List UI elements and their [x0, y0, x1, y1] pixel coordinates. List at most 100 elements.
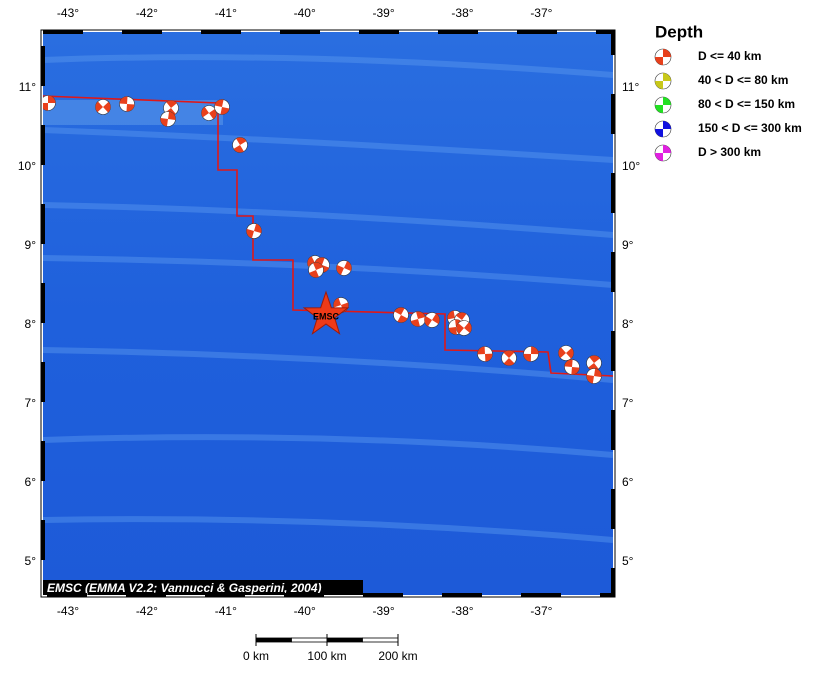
scale-segment [326, 637, 363, 643]
y-label-left: 7° [25, 396, 37, 410]
y-label-right: 7° [622, 396, 634, 410]
ball-quadrant [209, 108, 217, 120]
y-label-left: 6° [25, 475, 37, 489]
ball-quadrant [43, 103, 48, 111]
ball-quadrant [220, 107, 230, 115]
scale-segment [291, 637, 328, 643]
ball-quadrant [254, 223, 262, 234]
scale-segment [255, 637, 292, 643]
focal-mechanism [214, 99, 230, 115]
x-label-bottom: -40° [294, 604, 316, 618]
y-label-left: 9° [25, 238, 37, 252]
ball-quadrant [48, 95, 56, 103]
ball-quadrant [397, 315, 408, 323]
ball-quadrant [168, 111, 176, 121]
focal-mechanism [654, 72, 672, 90]
focal-mechanisms [43, 95, 602, 384]
focal-mechanism [232, 137, 248, 153]
x-label-bottom: -38° [451, 604, 473, 618]
ball-quadrant [416, 311, 426, 319]
y-label-left: 8° [25, 317, 37, 331]
ball-quadrant [566, 347, 574, 359]
attribution: EMSC (EMMA V2.2; Vannucci & Gasperini, 2… [47, 581, 322, 595]
x-label-bottom: -43° [57, 604, 79, 618]
ball-quadrant [309, 270, 319, 278]
focal-mechanism [119, 96, 135, 112]
focal-mechanism [523, 346, 539, 362]
legend-label: 40 < D <= 80 km [698, 73, 788, 87]
ball-quadrant [503, 358, 515, 366]
y-label-right: 10° [622, 159, 640, 173]
focal-mechanism [477, 346, 493, 362]
ridges [43, 54, 613, 543]
ball-quadrant [663, 121, 671, 129]
focal-mechanism [564, 359, 580, 375]
ball-quadrant [103, 101, 111, 113]
focal-mechanism [393, 307, 409, 323]
ball-quadrant [655, 105, 663, 113]
ball-quadrant [655, 57, 663, 65]
ball-quadrant [333, 297, 341, 308]
focal-mechanism [160, 111, 176, 127]
ball-quadrant [166, 100, 177, 108]
ball-quadrant [464, 322, 472, 333]
focal-mechanism [654, 144, 672, 162]
scale-label: 100 km [307, 649, 346, 663]
ball-quadrant [236, 137, 247, 145]
ball-quadrant [456, 323, 464, 334]
ball-quadrant [663, 145, 671, 153]
ball-quadrant [410, 319, 420, 327]
ball-quadrant [655, 81, 663, 89]
frame [41, 30, 615, 597]
scale-bar: 0 km 100 km 200 km [243, 634, 418, 663]
x-label-top: -40° [294, 6, 316, 20]
ball-quadrant [394, 307, 405, 315]
focal-mechanism [586, 368, 602, 384]
ball-quadrant [477, 346, 485, 355]
focal-mechanism [95, 99, 111, 115]
ball-quadrant [663, 97, 671, 105]
ball-quadrant [485, 353, 493, 362]
focal-mechanism [43, 95, 56, 111]
y-label-right: 9° [622, 238, 634, 252]
ball-quadrant [160, 117, 168, 127]
frame-outline [40, 29, 616, 598]
scale-label: 0 km [243, 649, 269, 663]
x-label-top: -43° [57, 6, 79, 20]
y-label-right: 6° [622, 475, 634, 489]
ball-quadrant [344, 261, 352, 272]
legend-label: D > 300 km [698, 145, 761, 159]
ball-quadrant [531, 346, 539, 355]
ball-quadrant [313, 262, 323, 270]
ball-quadrant [655, 153, 663, 161]
ball-quadrant [119, 96, 128, 104]
focal-mechanism [308, 262, 324, 278]
ball-quadrant [663, 49, 671, 57]
ball-quadrant [432, 313, 440, 324]
x-label-top: -39° [373, 6, 395, 20]
scale-segment [362, 637, 399, 643]
ball-quadrant [586, 374, 594, 384]
focal-mechanism [410, 311, 426, 327]
legend-label: 80 < D <= 150 km [698, 97, 795, 111]
ball-quadrant [655, 129, 663, 137]
focal-mechanism [246, 223, 262, 239]
x-label-top: -42° [136, 6, 158, 20]
y-label-right: 8° [622, 317, 634, 331]
focal-mechanism [558, 345, 574, 361]
ball-quadrant [246, 228, 254, 239]
y-label-left: 11° [19, 80, 36, 94]
focal-mechanism [201, 105, 217, 121]
x-label-bottom: -39° [373, 604, 395, 618]
legend-title: Depth [655, 22, 703, 41]
x-label-bottom: -42° [136, 604, 158, 618]
epicenter-label: EMSC [313, 311, 340, 321]
x-label-top: -41° [215, 6, 237, 20]
focal-mechanism [456, 320, 472, 336]
y-label-right: 11° [622, 80, 639, 94]
focal-mechanism [501, 350, 517, 366]
ball-quadrant [663, 73, 671, 81]
ball-quadrant [564, 359, 573, 367]
x-label-top: -37° [530, 6, 552, 20]
ball-quadrant [201, 106, 209, 118]
